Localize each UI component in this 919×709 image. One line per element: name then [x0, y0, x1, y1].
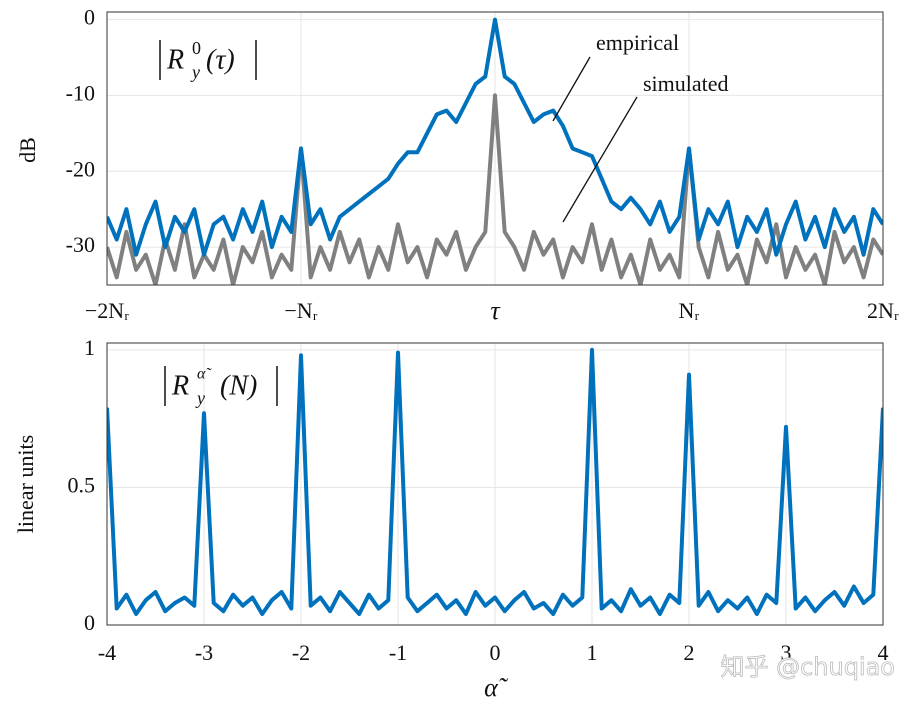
plot-frame	[106, 11, 884, 286]
x-axis-label: α̃	[484, 673, 509, 702]
x-tick-label: 1	[587, 640, 598, 665]
top-panel: −2Nᵣ −Nᵣ τ Nᵣ 2Nᵣ 0 -10 -20 -30	[66, 5, 899, 325]
x-tick-label: 2Nᵣ	[867, 298, 899, 323]
watermark: 知乎 @chuqiao	[720, 653, 895, 681]
x-tick-label: 4	[878, 640, 889, 665]
x-tick-label: −Nᵣ	[284, 298, 317, 323]
label-arg: (τ)	[206, 44, 235, 75]
leader-line	[562, 96, 638, 223]
line-series	[107, 93, 883, 285]
y-axis-label: linear units	[13, 435, 38, 533]
y-tick-label: 0	[84, 5, 95, 30]
y-tick-label: -10	[66, 80, 95, 105]
x-tick-label: -1	[389, 640, 407, 665]
label-base: R	[171, 370, 189, 401]
label-arg: (N)	[220, 370, 257, 401]
bottom-panel: -4 -3 -2 -1 0 1 2 3 4 0 0.5 1	[68, 335, 889, 665]
x-tick-label: −2Nᵣ	[85, 298, 129, 323]
label-sub: y	[190, 62, 200, 82]
x-tick-label: Nᵣ	[679, 298, 700, 323]
label-base: R	[166, 44, 184, 75]
line-series	[107, 347, 883, 616]
line-series	[107, 17, 883, 257]
y-axis-label: dB	[15, 137, 40, 163]
y-tick-label: -30	[66, 232, 95, 257]
x-tick-label: -3	[195, 640, 213, 665]
x-tick-label: 0	[490, 640, 501, 665]
label-sup: 0	[192, 38, 201, 58]
y-tick-label: 0.5	[68, 472, 96, 497]
x-tick-label: 3	[781, 640, 792, 665]
x-tick-label: -2	[292, 640, 310, 665]
y-tick-label: -20	[66, 156, 95, 181]
x-tick-label: 2	[684, 640, 695, 665]
annotation: empirical	[596, 30, 679, 55]
label-sub: y	[195, 388, 205, 408]
y-tick-label: 1	[84, 335, 95, 360]
leader-line	[552, 56, 591, 122]
x-tick-label: -4	[98, 640, 116, 665]
y-tick-label: 0	[84, 610, 95, 635]
series-group	[107, 347, 883, 616]
series-group	[107, 17, 883, 285]
x-tick-label: τ	[490, 296, 501, 325]
annotation: simulated	[643, 71, 729, 96]
plot-frame	[106, 342, 884, 626]
